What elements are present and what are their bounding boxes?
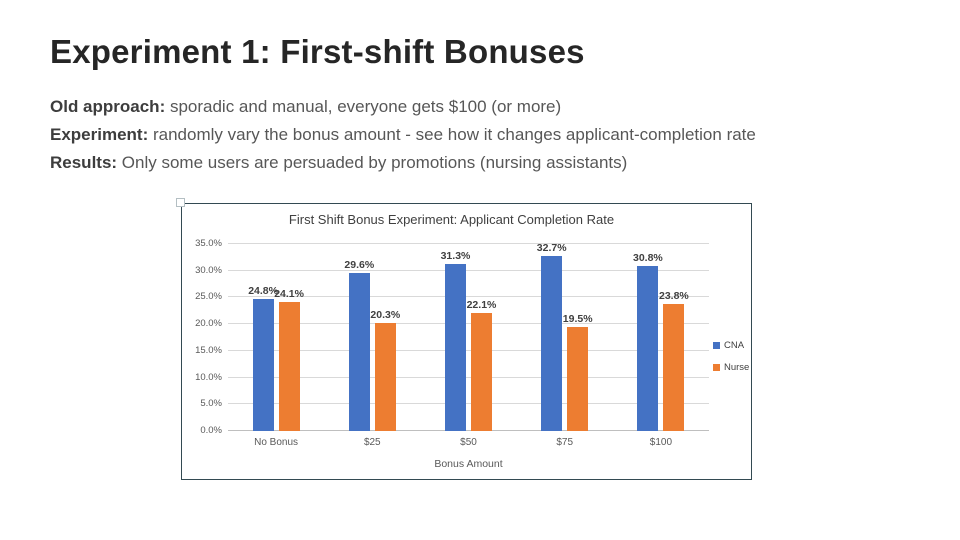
legend-swatch <box>713 342 720 349</box>
bullet-old-approach: Old approach: sporadic and manual, every… <box>50 93 756 121</box>
legend-label: Nurse <box>724 362 750 373</box>
x-axis-title: Bonus Amount <box>434 458 503 470</box>
bar-data-label: 29.6% <box>344 258 375 271</box>
bar-cna: 24.8% <box>248 285 278 431</box>
y-tick-label: 15.0% <box>195 344 222 356</box>
bar-data-label: 23.8% <box>659 289 689 302</box>
bullet-text: sporadic and manual, everyone gets $100 … <box>165 97 562 116</box>
bar-nurse: 23.8% <box>659 290 689 431</box>
gridline <box>228 349 709 351</box>
bar-nurse: 20.3% <box>370 309 400 431</box>
x-tick-label: No Bonus <box>254 437 299 448</box>
gridline <box>228 296 709 298</box>
bar-data-label: 20.3% <box>370 308 401 321</box>
gridline <box>228 376 709 378</box>
bar-data-label: 31.3% <box>440 249 471 262</box>
y-tick-label: 20.0% <box>195 318 222 330</box>
bar-cna: 29.6% <box>344 259 374 431</box>
x-tick-label: $100 <box>649 437 673 448</box>
bar-cna: 30.8% <box>633 252 663 431</box>
y-tick-label: 5.0% <box>200 398 222 410</box>
bar-chart: First Shift Bonus Experiment: Applicant … <box>176 198 752 480</box>
legend-swatch <box>713 364 720 371</box>
x-tick-label: $75 <box>556 437 574 448</box>
bar-nurse: 22.1% <box>467 299 496 431</box>
legend-label: CNA <box>724 340 745 351</box>
bar-data-label: 24.1% <box>274 288 304 301</box>
legend: CNA Nurse <box>713 340 749 373</box>
bullet-results: Results: Only some users are persuaded b… <box>50 149 756 177</box>
slide-body-text: Old approach: sporadic and manual, every… <box>50 93 756 177</box>
y-tick-label: 0.0% <box>200 425 222 436</box>
bar-data-label: 24.8% <box>248 284 278 297</box>
bullet-label: Results: <box>50 153 118 172</box>
y-tick-label: 30.0% <box>195 264 222 276</box>
gridline <box>228 323 709 325</box>
gridline <box>228 430 709 431</box>
bar-group: 32.7% 19.5% <box>517 242 613 431</box>
x-tick-label: $25 <box>363 437 381 448</box>
bar-cna: 32.7% <box>537 242 567 431</box>
bar-group: 29.6% 20.3% <box>324 244 420 431</box>
bar-data-label: 30.8% <box>633 252 663 265</box>
plot-area: 0.0% 5.0% 10.0% 15.0% 20.0% 25.0% 30.0% 35.0% 24… <box>195 238 709 448</box>
y-tick-label: 10.0% <box>195 371 222 383</box>
gridline <box>228 403 709 405</box>
bullet-text: Only some users are persuaded by promoti… <box>117 153 628 172</box>
bar-nurse: 19.5% <box>563 313 593 431</box>
bar-data-label: 32.7% <box>536 242 567 255</box>
y-tick-label: 25.0% <box>195 291 222 303</box>
chart-title: First Shift Bonus Experiment: Applicant … <box>288 212 615 227</box>
bar-group: 30.8% 23.8% <box>613 244 709 431</box>
selection-handle <box>176 198 185 207</box>
bar-nurse: 24.1% <box>274 288 304 431</box>
bar-data-label: 22.1% <box>466 298 497 311</box>
bullet-label: Old approach: <box>50 97 166 116</box>
bar-group: 24.8% 24.1% <box>228 244 324 431</box>
legend-item: CNA <box>713 340 749 351</box>
bullet-label: Experiment: <box>50 125 149 144</box>
x-tick-label: $50 <box>460 437 477 448</box>
bullet-text: randomly vary the bonus amount - see how… <box>148 125 756 144</box>
bar-group: 31.3% 22.1% <box>420 244 516 431</box>
y-tick-label: 35.0% <box>195 238 222 249</box>
bar-cna: 31.3% <box>441 250 470 431</box>
legend-item: Nurse <box>713 362 749 373</box>
bar-data-label: 19.5% <box>562 312 593 325</box>
gridline <box>228 269 709 271</box>
slide-title: Experiment 1: First-shift Bonuses <box>50 33 585 70</box>
gridline <box>228 243 709 244</box>
bullet-experiment: Experiment: randomly vary the bonus amou… <box>50 121 756 149</box>
